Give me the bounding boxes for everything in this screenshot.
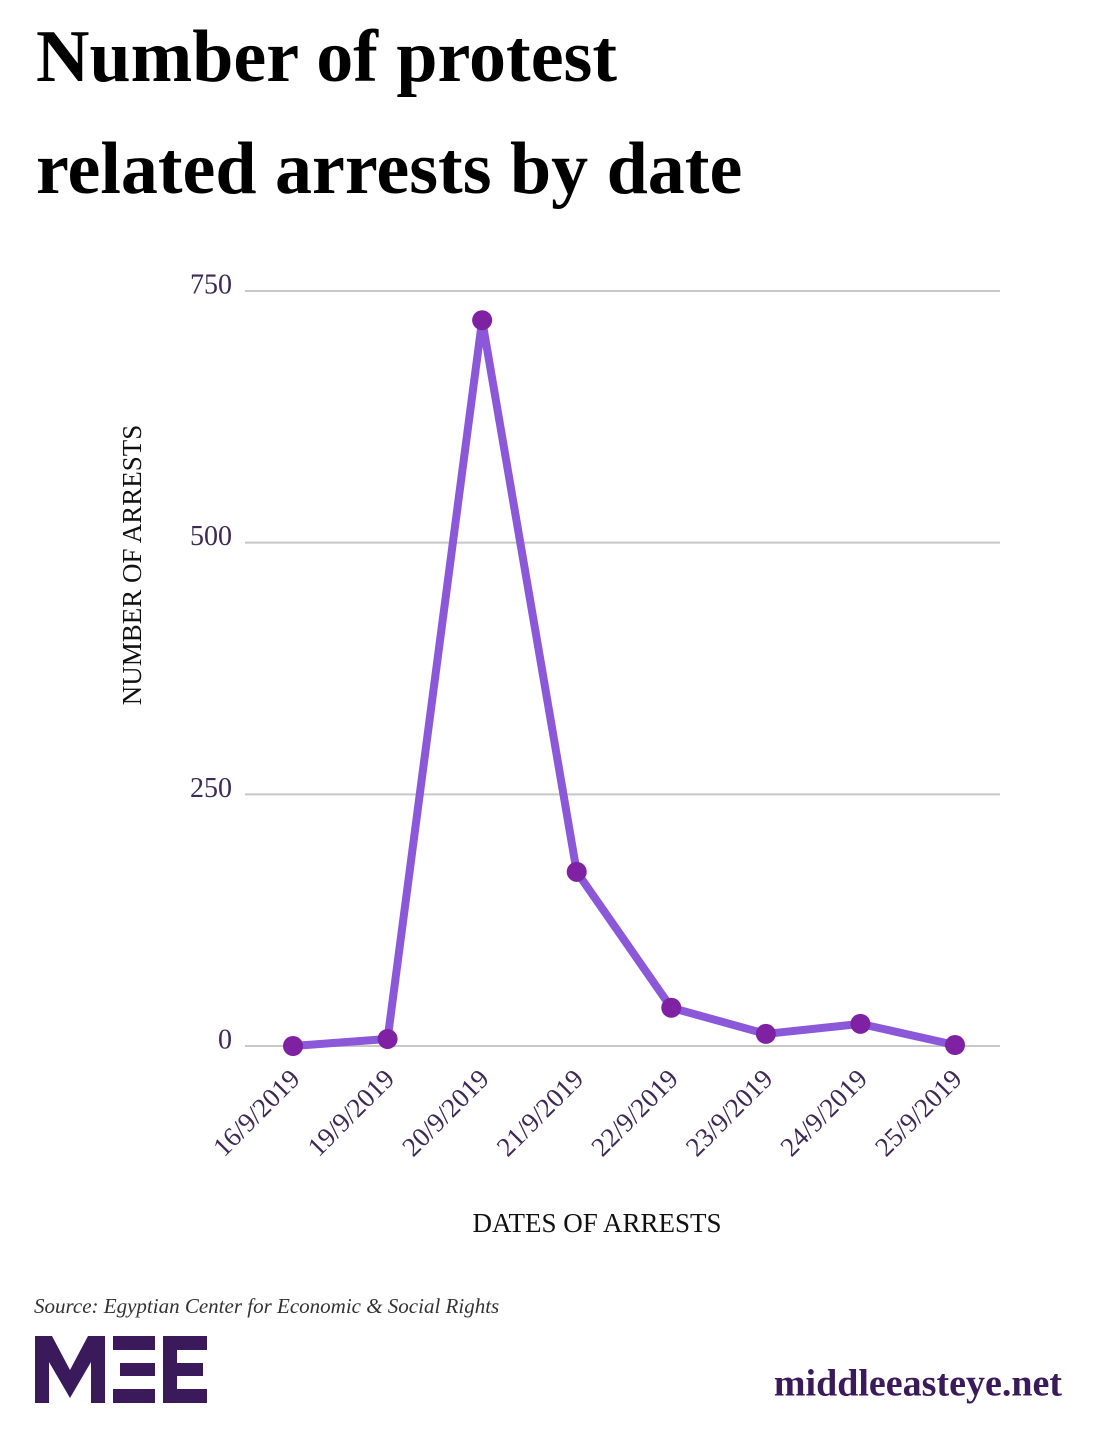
chart-title: related arrests by date [36,128,742,210]
marker [377,1028,398,1049]
website: middleeasteye.net [774,1363,1062,1405]
y-tick-label: 250 [190,773,232,804]
line [292,316,956,1050]
logo [35,1336,207,1403]
y-tick-label: 500 [190,521,232,552]
x-tick-label: 22/9/2019 [585,1063,684,1162]
x-axis-label: DATES OF ARRESTS [472,1208,721,1238]
x-tick-label: 25/9/2019 [869,1063,968,1162]
marker [283,1036,303,1056]
x-tick-label: 16/9/2019 [207,1063,306,1162]
marker [850,1013,871,1034]
chart-title: Number of protest [36,16,617,98]
y-tick-label: 0 [218,1024,232,1055]
x-tick-label: 24/9/2019 [774,1063,873,1162]
y-axis-label: NUMBER OF ARRESTS [117,425,147,706]
marker [661,997,682,1018]
source-note: Source: Egyptian Center for Economic & S… [34,1294,499,1318]
marker [566,861,587,882]
y-tick-label: 750 [190,269,232,300]
marker [945,1034,965,1055]
x-tick-label: 20/9/2019 [396,1063,495,1162]
marker [472,310,493,331]
marker [755,1023,776,1044]
x-tick-label: 19/9/2019 [302,1063,401,1162]
x-tick-label: 21/9/2019 [491,1063,590,1162]
x-tick-label: 23/9/2019 [680,1063,779,1162]
